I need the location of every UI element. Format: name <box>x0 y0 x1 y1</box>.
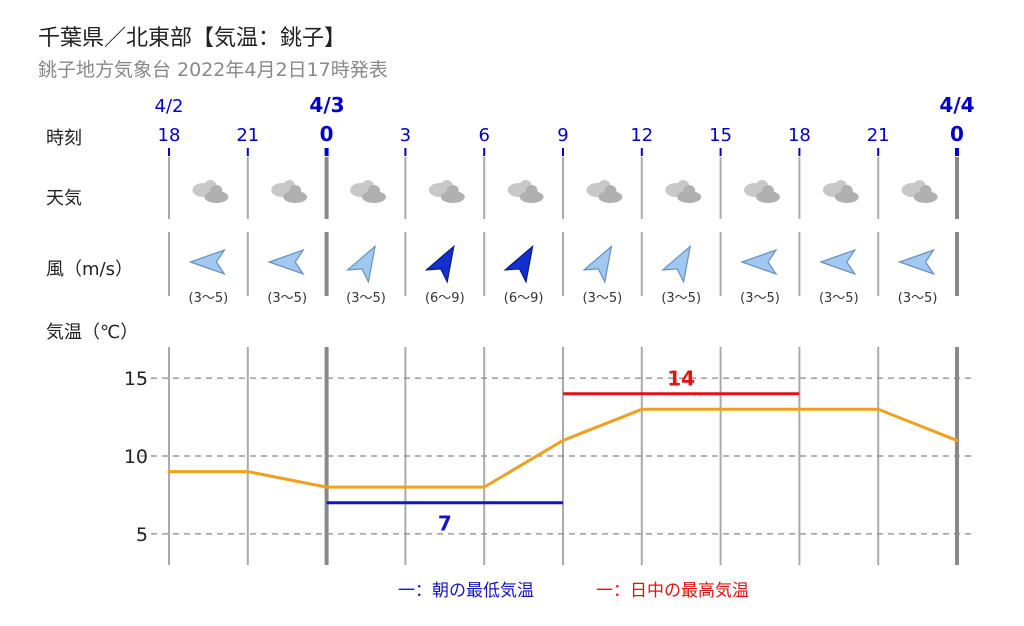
date-label-4-2: 4/2 <box>154 96 184 117</box>
wind-arrow-shape <box>661 244 692 284</box>
wind-arrow-shape <box>897 248 936 276</box>
cloud-icon <box>822 180 859 203</box>
temperature-point <box>797 407 801 411</box>
temperature-point <box>955 438 959 442</box>
legend-max-temp: 一：日中の最高気温 <box>596 581 749 601</box>
wind-speed-label: (3～5) <box>346 291 386 306</box>
wind-arrow-icon <box>661 244 692 284</box>
cloud-icon <box>350 180 386 203</box>
wind-speed-label: (3～5) <box>583 291 623 306</box>
cloud-puff <box>210 185 223 197</box>
wind-arrow-shape <box>582 244 613 284</box>
date-label-4-3: 4/3 <box>309 93 345 117</box>
max-temp-label: 14 <box>667 367 695 391</box>
hour-tick-label: 18 <box>788 125 811 146</box>
y-tick-label: 15 <box>124 368 148 390</box>
wind-speed-label: (3～5) <box>189 291 229 306</box>
wind-arrow-icon <box>818 248 857 276</box>
cloud-icon <box>507 180 544 203</box>
cloud-puff <box>683 185 696 197</box>
temperature-point <box>719 407 723 411</box>
y-tick-label: 5 <box>136 524 148 546</box>
wind-speed-label: (3～5) <box>898 291 938 306</box>
cloud-icon <box>665 180 702 203</box>
y-tick-label: 10 <box>124 446 148 468</box>
cloud-puff <box>525 185 538 197</box>
wind-arrow-shape <box>503 244 534 284</box>
cloud-icon <box>586 180 623 203</box>
temperature-point <box>876 407 880 411</box>
date-label-4-4: 4/4 <box>939 93 975 117</box>
cloud-puff <box>289 185 302 197</box>
hour-tick-label: 21 <box>867 125 890 146</box>
temperature-point <box>167 470 171 474</box>
wind-arrow-icon <box>345 244 376 284</box>
wind-arrow-icon <box>188 248 226 276</box>
page-subtitle: 銚子地方気象台 2022年4月2日17時発表 <box>38 59 388 81</box>
wind-arrow-icon <box>740 248 778 276</box>
wind-arrow-icon <box>503 244 534 284</box>
wind-speed-label: (3～5) <box>267 291 307 306</box>
wind-arrow-icon <box>424 244 455 284</box>
row-label-weather: 天気 <box>46 188 82 209</box>
hour-tick-label: 15 <box>709 125 732 146</box>
cloud-icon <box>192 180 229 203</box>
wind-arrow-shape <box>818 248 857 276</box>
page-title: 千葉県／北東部【気温：銚子】 <box>38 26 347 51</box>
temperature-point <box>403 485 407 489</box>
cloud-icon <box>271 180 308 203</box>
cloud-icon <box>744 180 780 203</box>
legend-min-temp: 一：朝の最低気温 <box>398 581 534 601</box>
wind-speed-label: (6～9) <box>425 291 465 306</box>
temperature-point <box>561 438 565 442</box>
row-label-temp: 気温（℃） <box>46 322 139 343</box>
temperature-point <box>246 470 250 474</box>
wind-arrow-shape <box>345 244 376 284</box>
cloud-icon <box>428 180 465 203</box>
hour-tick-label: 9 <box>557 125 568 146</box>
wind-arrow-icon <box>267 248 305 276</box>
cloud-puff <box>604 185 617 197</box>
hour-tick-label: 18 <box>158 125 181 146</box>
wind-arrow-shape <box>267 248 305 276</box>
wind-arrow-shape <box>740 248 778 276</box>
hour-tick-label: 12 <box>630 125 653 146</box>
row-label-wind: 風（m/s） <box>46 259 133 280</box>
hour-tick-label: 6 <box>478 125 489 146</box>
wind-arrow-shape <box>424 244 455 284</box>
cloud-puff <box>368 185 380 197</box>
wind-speed-label: (3～5) <box>740 291 780 306</box>
cloud-icon <box>901 180 938 203</box>
cloud-puff <box>919 185 932 197</box>
min-temp-label: 7 <box>438 512 452 536</box>
cloud-puff <box>840 185 853 197</box>
temperature-point <box>640 407 644 411</box>
hour-tick-label: 3 <box>400 125 411 146</box>
hour-tick-label: 21 <box>236 125 259 146</box>
row-label-time: 時刻 <box>46 128 82 149</box>
hour-tick-label: 0 <box>320 122 334 146</box>
hour-tick-label: 0 <box>950 122 964 146</box>
wind-arrow-shape <box>188 248 226 276</box>
wind-speed-label: (3～5) <box>661 291 701 306</box>
wind-speed-label: (6～9) <box>504 291 544 306</box>
cloud-puff <box>446 185 459 197</box>
wind-arrow-icon <box>582 244 613 284</box>
temperature-point <box>325 485 329 489</box>
temperature-point <box>482 485 486 489</box>
wind-speed-label: (3～5) <box>819 291 859 306</box>
cloud-puff <box>762 185 774 197</box>
wind-arrow-icon <box>897 248 936 276</box>
